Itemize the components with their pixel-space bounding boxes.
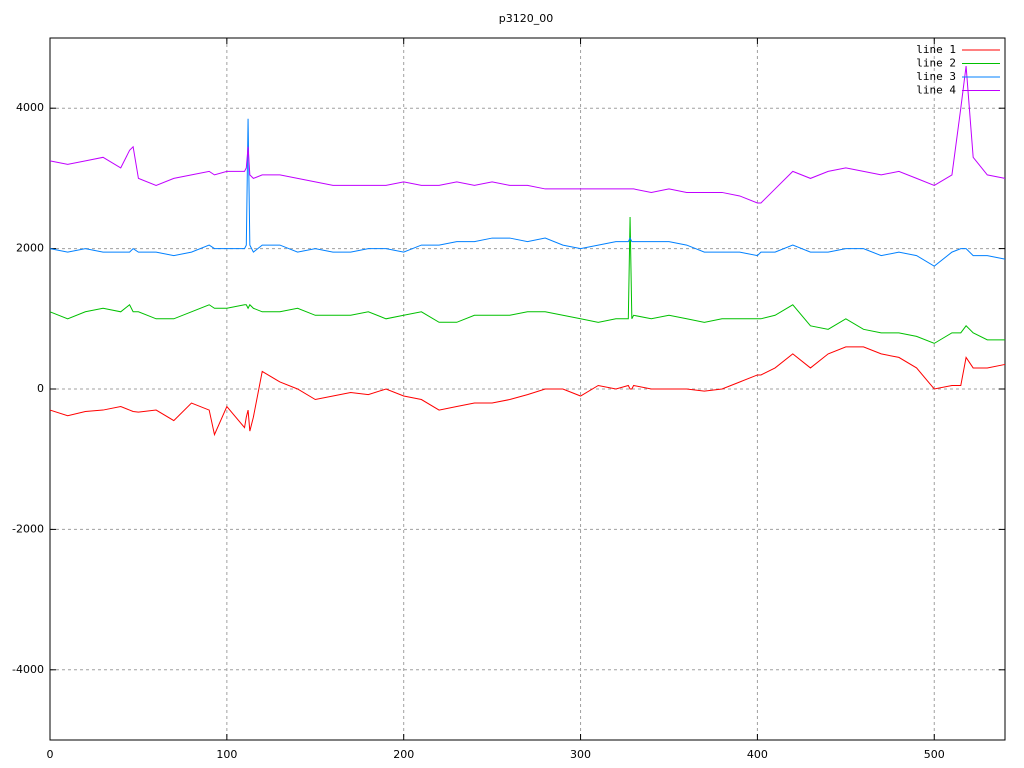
data-line bbox=[49, 66, 1006, 204]
y-tick-label: -2000 bbox=[12, 522, 44, 535]
y-tick-label: 0 bbox=[37, 382, 44, 395]
y-tick-label: 4000 bbox=[16, 101, 44, 114]
chart-title: p3120_00 bbox=[499, 12, 553, 25]
x-tick-label: 500 bbox=[924, 748, 945, 761]
data-line bbox=[49, 346, 1006, 437]
y-tick-label: -4000 bbox=[12, 663, 44, 676]
legend-label: line 2 bbox=[916, 57, 956, 70]
x-tick-label: 400 bbox=[747, 748, 768, 761]
x-tick-label: 100 bbox=[216, 748, 237, 761]
legend-label: line 1 bbox=[916, 43, 956, 56]
legend-label: line 3 bbox=[916, 70, 956, 83]
y-tick-label: 2000 bbox=[16, 242, 44, 255]
data-line bbox=[49, 118, 1006, 267]
legend-label: line 4 bbox=[916, 84, 956, 97]
x-tick-label: 0 bbox=[47, 748, 54, 761]
x-tick-label: 200 bbox=[393, 748, 414, 761]
x-tick-label: 300 bbox=[570, 748, 591, 761]
plot-frame bbox=[49, 37, 1006, 741]
data-line bbox=[49, 217, 1005, 344]
